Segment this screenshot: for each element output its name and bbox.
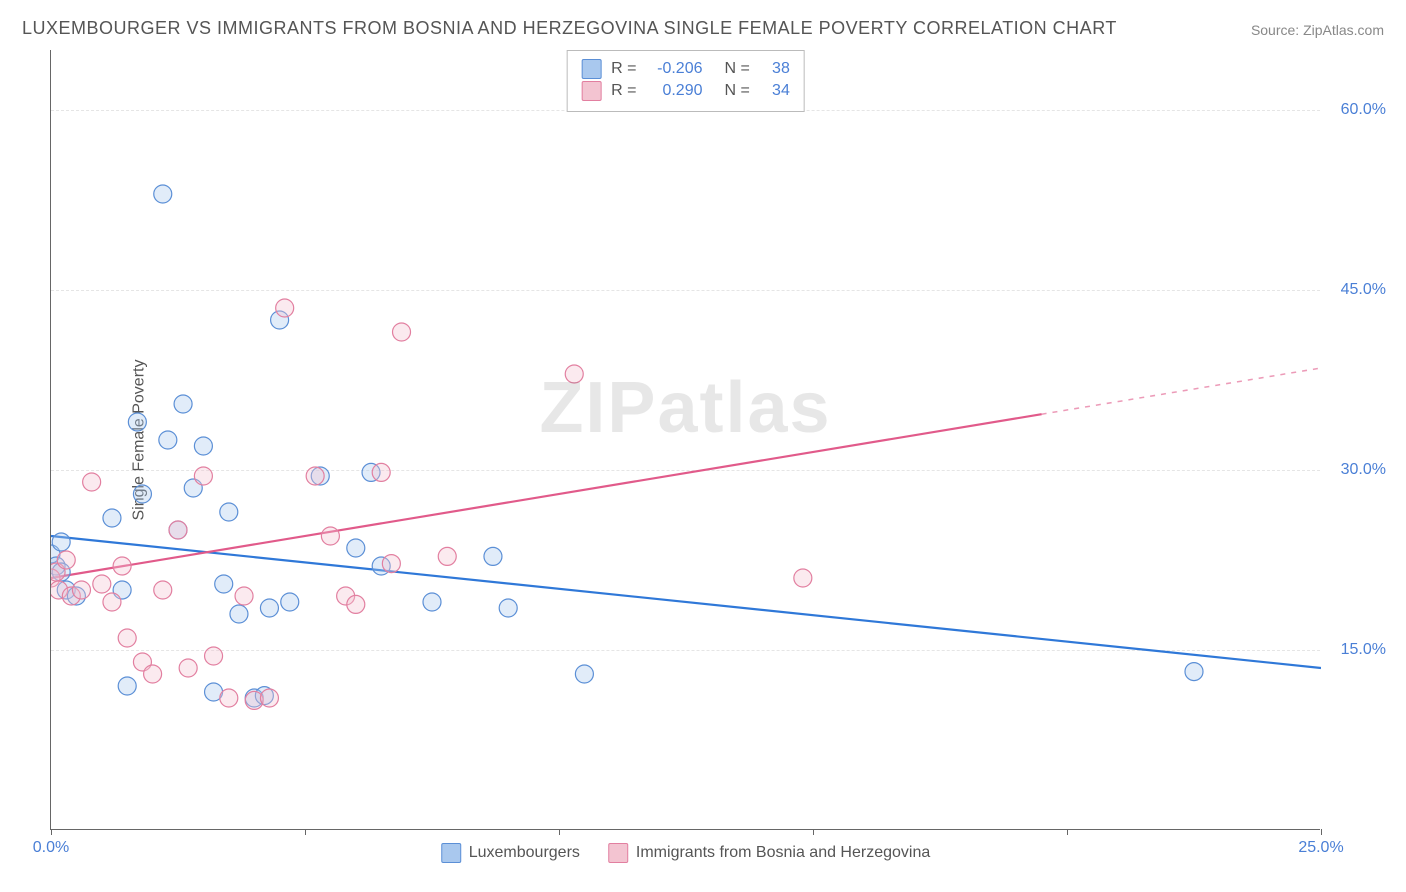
legend-item-lux: Luxembourgers <box>441 843 580 863</box>
data-point <box>174 395 192 413</box>
data-point <box>220 689 238 707</box>
data-point <box>499 599 517 617</box>
data-point <box>194 437 212 455</box>
y-tick-label: 60.0% <box>1341 101 1386 119</box>
legend-label-bih: Immigrants from Bosnia and Herzegovina <box>636 844 930 861</box>
data-point <box>230 605 248 623</box>
data-point <box>794 569 812 587</box>
data-point <box>169 521 187 539</box>
data-point <box>118 677 136 695</box>
data-point <box>575 665 593 683</box>
stats-r-label: R = <box>611 82 636 100</box>
data-point <box>484 547 502 565</box>
y-tick-label: 30.0% <box>1341 461 1386 479</box>
stats-n-label: N = <box>725 82 750 100</box>
data-point <box>260 689 278 707</box>
data-point <box>1185 663 1203 681</box>
data-point <box>133 485 151 503</box>
data-point <box>52 533 70 551</box>
data-point <box>235 587 253 605</box>
stats-n-label: N = <box>725 60 750 78</box>
data-point <box>144 665 162 683</box>
data-point <box>321 527 339 545</box>
data-point <box>72 581 90 599</box>
legend-label-lux: Luxembourgers <box>469 844 580 861</box>
data-point <box>154 581 172 599</box>
data-point <box>306 467 324 485</box>
data-point <box>372 463 390 481</box>
data-point <box>103 509 121 527</box>
data-point <box>118 629 136 647</box>
data-point <box>93 575 111 593</box>
data-point <box>382 555 400 573</box>
data-point <box>393 323 411 341</box>
data-point <box>423 593 441 611</box>
x-tick-label: 25.0% <box>1298 839 1343 857</box>
y-tick-label: 15.0% <box>1341 641 1386 659</box>
stats-n-value: 38 <box>760 60 790 78</box>
x-tick-label: 0.0% <box>33 839 69 857</box>
data-point <box>128 413 146 431</box>
source-label: Source: ZipAtlas.com <box>1251 22 1384 38</box>
data-point <box>276 299 294 317</box>
scatter-svg <box>51 50 1321 830</box>
data-point <box>194 467 212 485</box>
legend-swatch-bih <box>608 843 628 863</box>
y-tick-label: 45.0% <box>1341 281 1386 299</box>
data-point <box>281 593 299 611</box>
data-point <box>57 551 75 569</box>
chart-container: LUXEMBOURGER VS IMMIGRANTS FROM BOSNIA A… <box>0 0 1406 892</box>
data-point <box>205 647 223 665</box>
data-point <box>159 431 177 449</box>
data-point <box>179 659 197 677</box>
series-legend: Luxembourgers Immigrants from Bosnia and… <box>441 843 931 863</box>
chart-title: LUXEMBOURGER VS IMMIGRANTS FROM BOSNIA A… <box>22 18 1117 39</box>
stats-r-value: -0.206 <box>647 60 703 78</box>
data-point <box>103 593 121 611</box>
data-point <box>154 185 172 203</box>
plot-area: Single Female Poverty 15.0%30.0%45.0%60.… <box>50 50 1320 830</box>
data-point <box>260 599 278 617</box>
data-point <box>565 365 583 383</box>
stats-row: R = 0.290 N = 34 <box>581 81 790 101</box>
data-point <box>438 547 456 565</box>
stats-r-value: 0.290 <box>647 82 703 100</box>
stats-legend: R = -0.206 N = 38 R = 0.290 N = 34 <box>566 50 805 112</box>
legend-item-bih: Immigrants from Bosnia and Herzegovina <box>608 843 930 863</box>
data-point <box>215 575 233 593</box>
stats-r-label: R = <box>611 60 636 78</box>
data-point <box>113 557 131 575</box>
data-point <box>347 595 365 613</box>
data-point <box>220 503 238 521</box>
stats-swatch <box>581 81 601 101</box>
stats-swatch <box>581 59 601 79</box>
data-point <box>347 539 365 557</box>
data-point <box>83 473 101 491</box>
stats-n-value: 34 <box>760 82 790 100</box>
legend-swatch-lux <box>441 843 461 863</box>
stats-row: R = -0.206 N = 38 <box>581 59 790 79</box>
